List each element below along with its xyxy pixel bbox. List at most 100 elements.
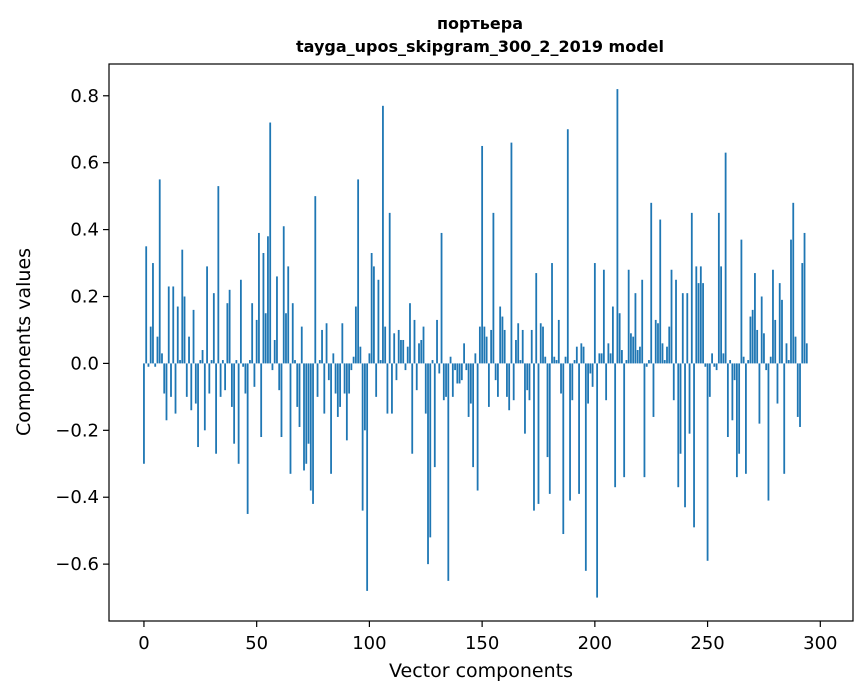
bar xyxy=(733,363,736,381)
bar xyxy=(402,339,405,364)
bar xyxy=(472,363,475,468)
chart-title: портьера xyxy=(437,14,523,33)
bar xyxy=(731,363,734,421)
bar xyxy=(593,263,596,364)
bar xyxy=(147,363,150,367)
bar xyxy=(735,363,738,478)
y-tick-label: 0.4 xyxy=(70,220,99,241)
bar xyxy=(688,363,691,434)
bar xyxy=(681,293,684,364)
bar xyxy=(440,232,443,364)
bar xyxy=(303,363,305,471)
bar xyxy=(517,323,520,364)
y-tick-label: 0.6 xyxy=(70,153,99,174)
bar xyxy=(230,363,233,407)
bar xyxy=(738,363,741,454)
bar xyxy=(684,363,686,508)
bar xyxy=(255,319,258,364)
bar xyxy=(217,186,220,364)
bar xyxy=(199,360,202,364)
bar xyxy=(600,353,603,364)
bar xyxy=(537,363,540,504)
bar xyxy=(463,343,465,364)
bar xyxy=(163,363,166,394)
bar xyxy=(625,360,628,364)
bar xyxy=(704,363,707,367)
bar xyxy=(287,266,290,364)
bar xyxy=(670,269,673,364)
bar xyxy=(149,326,152,364)
bar xyxy=(404,363,407,371)
bar xyxy=(156,336,159,364)
bar xyxy=(379,360,382,364)
bar xyxy=(334,363,337,394)
bar xyxy=(760,296,763,364)
bar xyxy=(668,326,671,364)
bar xyxy=(415,363,418,391)
bar xyxy=(185,363,188,397)
bar xyxy=(542,326,544,364)
bar xyxy=(751,309,754,364)
bar xyxy=(596,363,599,598)
bar xyxy=(167,286,170,364)
bar xyxy=(397,329,400,364)
bar xyxy=(772,269,774,364)
bar xyxy=(535,273,538,364)
bar xyxy=(221,360,224,364)
bar xyxy=(686,293,689,364)
bar xyxy=(309,363,312,491)
bar xyxy=(384,326,387,364)
bar xyxy=(641,279,644,364)
bar xyxy=(291,303,294,364)
bar xyxy=(756,329,759,364)
y-tick-label: 0.8 xyxy=(70,86,99,107)
bar xyxy=(697,283,700,364)
bar xyxy=(208,363,211,394)
y-axis: −0.6 −0.4 −0.2 0.0 0.2 0.4 0.6 0.8 xyxy=(55,86,109,575)
bar xyxy=(451,363,454,397)
bar xyxy=(424,363,427,414)
bar xyxy=(305,363,308,464)
bar xyxy=(754,273,756,364)
bar xyxy=(314,196,317,364)
x-tick-label: 200 xyxy=(578,633,612,654)
bar xyxy=(792,202,795,364)
bar xyxy=(720,266,723,364)
bar xyxy=(614,363,617,488)
bar xyxy=(244,363,247,394)
bar xyxy=(413,319,416,364)
bar xyxy=(427,363,429,565)
bar xyxy=(546,363,549,458)
bar xyxy=(564,356,567,364)
bar xyxy=(562,363,565,535)
bar xyxy=(724,152,727,364)
bar xyxy=(790,239,792,364)
bar xyxy=(239,279,242,364)
bar xyxy=(659,219,662,364)
bar xyxy=(190,363,193,411)
bar xyxy=(699,266,702,364)
bar xyxy=(611,306,614,364)
bar xyxy=(233,363,236,444)
bar xyxy=(206,266,208,364)
bar xyxy=(591,363,594,387)
x-tick-label: 250 xyxy=(690,633,724,654)
bar xyxy=(499,306,502,364)
bar xyxy=(803,232,806,364)
bar xyxy=(483,326,486,364)
bar xyxy=(706,363,709,561)
bar xyxy=(152,263,154,364)
bar xyxy=(373,266,375,364)
bar xyxy=(618,313,621,364)
bar xyxy=(368,353,371,364)
bar xyxy=(382,105,384,364)
bar xyxy=(634,293,637,364)
bar xyxy=(224,363,227,391)
bar xyxy=(249,360,251,364)
bar xyxy=(679,363,682,454)
bar xyxy=(312,363,314,504)
bar xyxy=(458,363,461,384)
bar xyxy=(609,353,612,364)
bar xyxy=(350,363,353,371)
bar xyxy=(316,363,319,397)
